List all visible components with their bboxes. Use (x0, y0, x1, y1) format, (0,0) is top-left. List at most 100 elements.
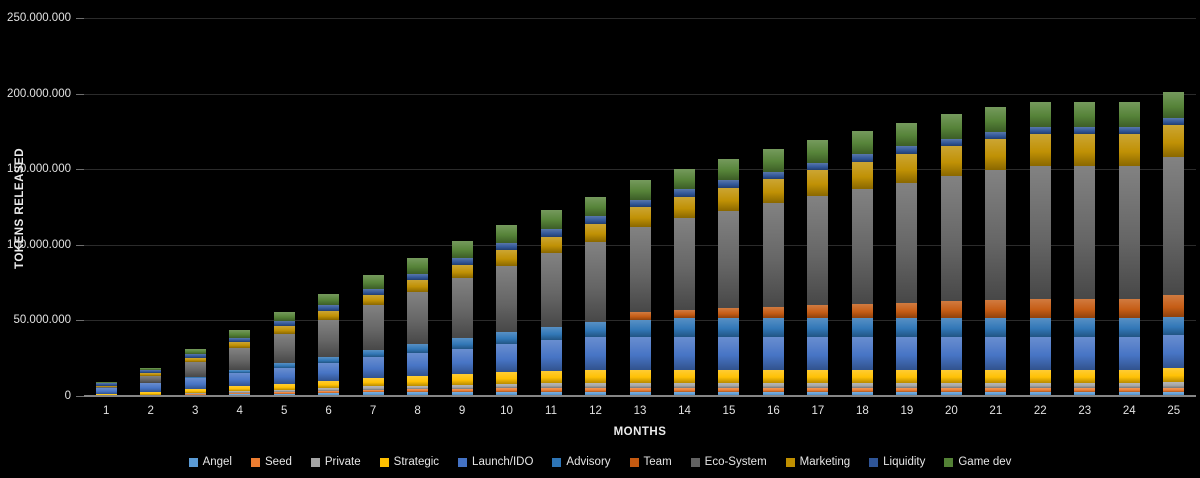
segment-game-dev (718, 159, 740, 181)
segment-liquidity (629, 199, 651, 208)
segment-seed (1074, 388, 1096, 393)
legend-label: Game dev (958, 456, 1012, 468)
legend-item-seed: Seed (251, 456, 292, 468)
bar-month-14 (673, 168, 695, 396)
segment-strategic (184, 388, 206, 393)
bar-month-20 (940, 114, 962, 396)
segment-angel (362, 392, 384, 396)
legend-label: Liquidity (883, 456, 926, 468)
segment-game-dev (140, 368, 162, 370)
y-tick-mark (76, 169, 84, 171)
segment-marketing (273, 326, 295, 334)
segment-game-dev (673, 168, 695, 190)
x-tick-label: 3 (191, 405, 199, 417)
segment-marketing (407, 279, 429, 292)
legend-swatch (785, 457, 795, 467)
y-tick-mark (76, 93, 84, 95)
segment-marketing (95, 385, 117, 387)
segment-angel (1118, 392, 1140, 396)
x-tick-label: 7 (369, 405, 377, 417)
segment-private (540, 383, 562, 389)
segment-liquidity (851, 154, 873, 163)
segment-liquidity (1029, 126, 1051, 135)
segment-private (496, 383, 518, 389)
x-tick-label: 9 (458, 405, 466, 417)
segment-eco-system (273, 333, 295, 364)
segment-game-dev (95, 382, 117, 383)
segment-eco-system (362, 305, 384, 350)
legend-label: Private (324, 456, 361, 468)
x-tick-label: 24 (1122, 405, 1136, 417)
segment-advisory (273, 363, 295, 368)
x-tick-label: 11 (545, 405, 558, 417)
segment-eco-system (896, 182, 918, 303)
bar-month-16 (762, 149, 784, 396)
x-tick-label: 18 (855, 405, 869, 417)
y-tick-label: 100.000.000 (7, 238, 71, 251)
y-tick-mark (76, 320, 84, 322)
segment-game-dev (896, 122, 918, 147)
segment-liquidity (362, 289, 384, 295)
segment-game-dev (229, 329, 251, 338)
segment-strategic (585, 369, 607, 384)
legend-swatch (869, 457, 879, 467)
segment-advisory (851, 318, 873, 337)
segment-angel (807, 392, 829, 396)
segment-game-dev (629, 179, 651, 200)
segment-advisory (496, 332, 518, 345)
segment-eco-system (318, 319, 340, 357)
segment-team (629, 312, 651, 320)
segment-eco-system (673, 218, 695, 310)
segment-liquidity (1074, 126, 1096, 135)
segment-eco-system (718, 210, 740, 309)
segment-private (940, 383, 962, 389)
bar-month-8 (407, 257, 429, 396)
x-tick-label: 12 (589, 405, 602, 417)
segment-private (673, 383, 695, 389)
legend-item-game-dev: Game dev (944, 456, 1011, 468)
segment-seed (762, 388, 784, 393)
segment-game-dev (851, 131, 873, 155)
segment-eco-system (807, 195, 829, 306)
segment-private (1163, 381, 1185, 389)
segment-angel (718, 392, 740, 396)
legend-swatch (552, 457, 562, 467)
segment-strategic (762, 369, 784, 384)
segment-liquidity (273, 321, 295, 327)
segment-team (985, 300, 1007, 319)
segment-strategic (673, 369, 695, 384)
segment-seed (629, 388, 651, 393)
segment-game-dev (585, 196, 607, 217)
segment-marketing (940, 146, 962, 176)
legend-swatch (310, 457, 320, 467)
legend-item-advisory: Advisory (552, 456, 611, 468)
y-tick-label: 150.000.000 (7, 163, 71, 176)
bar-month-10 (496, 225, 518, 396)
segment-marketing (762, 179, 784, 204)
segment-advisory (762, 318, 784, 337)
segment-marketing (896, 153, 918, 183)
x-tick-label: 2 (147, 405, 154, 417)
segment-strategic (985, 369, 1007, 384)
bar-month-2 (140, 368, 162, 396)
segment-liquidity (1163, 117, 1185, 126)
segment-private (229, 391, 251, 393)
segment-marketing (673, 196, 695, 219)
segment-eco-system (629, 227, 651, 313)
segment-launch-ido (318, 362, 340, 382)
bar-month-3 (184, 349, 206, 396)
segment-strategic (1118, 369, 1140, 384)
bar-month-25 (1163, 92, 1185, 396)
segment-seed (318, 390, 340, 393)
segment-launch-ido (229, 372, 251, 387)
bar-month-24 (1118, 101, 1140, 396)
segment-private (851, 383, 873, 389)
segment-liquidity (807, 162, 829, 171)
segment-launch-ido (718, 336, 740, 370)
segment-marketing (362, 294, 384, 306)
segment-game-dev (1029, 101, 1051, 127)
segment-launch-ido (1074, 336, 1096, 370)
segment-team (807, 305, 829, 319)
segment-private (762, 383, 784, 389)
segment-seed (1029, 388, 1051, 393)
